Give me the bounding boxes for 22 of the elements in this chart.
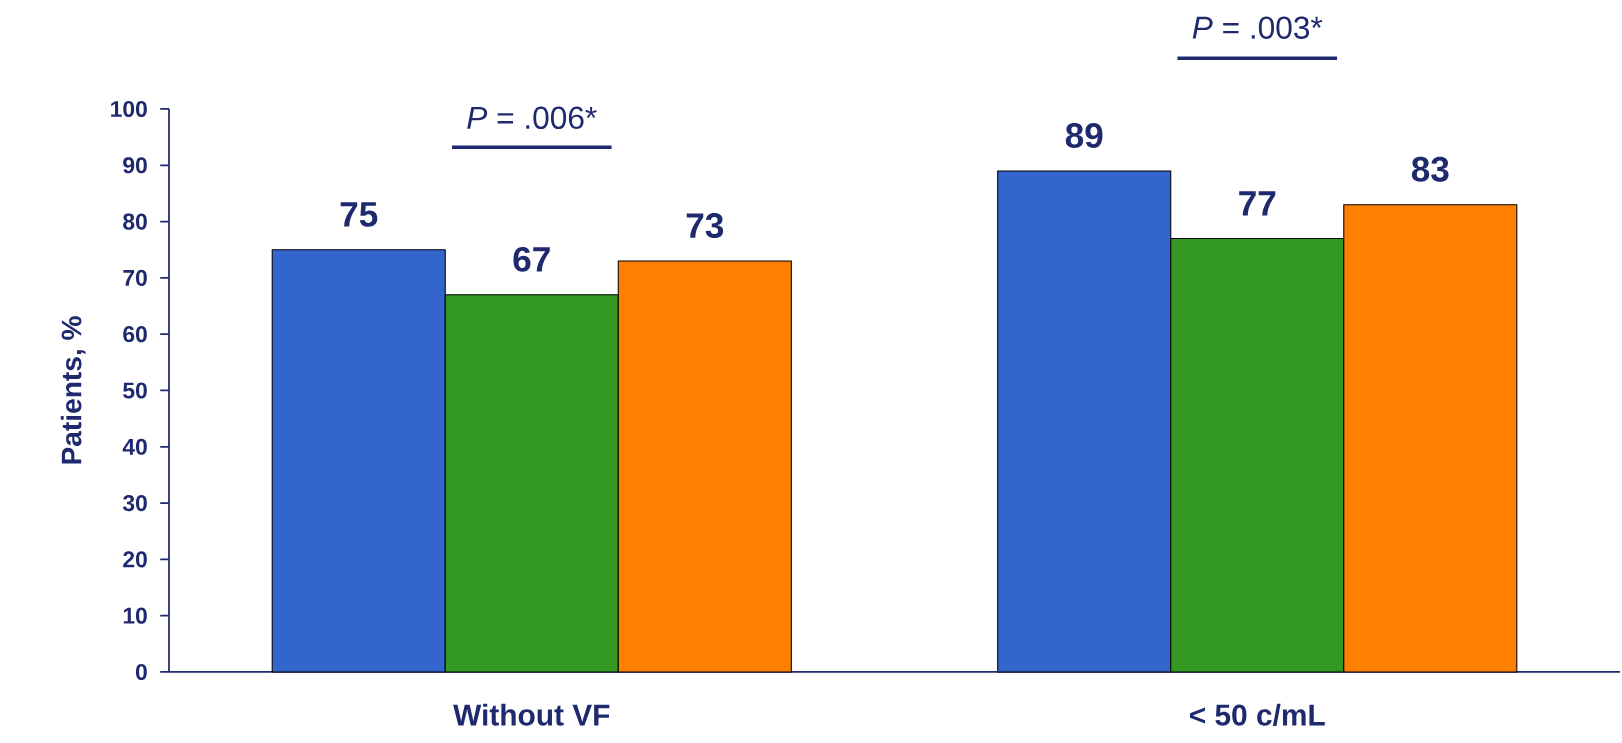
y-tick-label: 20	[123, 551, 147, 568]
x-tick-label: Without VF	[453, 703, 610, 726]
y-tick-label: 40	[122, 438, 147, 455]
data-label: 73	[686, 213, 724, 239]
data-label: 67	[513, 246, 550, 272]
y-tick-label: 100	[111, 100, 147, 118]
data-label: 89	[1065, 123, 1103, 148]
data-label: 77	[1239, 191, 1276, 216]
y-tick-label: 70	[123, 269, 147, 286]
x-tick-label: < 50 c/mL	[1190, 703, 1325, 726]
data-label: 75	[340, 202, 378, 227]
y-tick-label: 10	[123, 607, 147, 624]
text: P = .003*	[1192, 16, 1323, 39]
y-tick-label: 30	[122, 495, 147, 512]
data-label: 83	[1411, 156, 1449, 182]
y-axis-title: Patients, %	[60, 316, 86, 464]
y-tick-label: 90	[123, 157, 147, 174]
y-tick-label: 50	[123, 382, 147, 399]
y-tick-label: 0	[135, 663, 147, 681]
y-tick-label: 60	[123, 326, 147, 343]
y-tick-label: 80	[123, 213, 147, 230]
annotation: P = .006*	[467, 106, 597, 130]
